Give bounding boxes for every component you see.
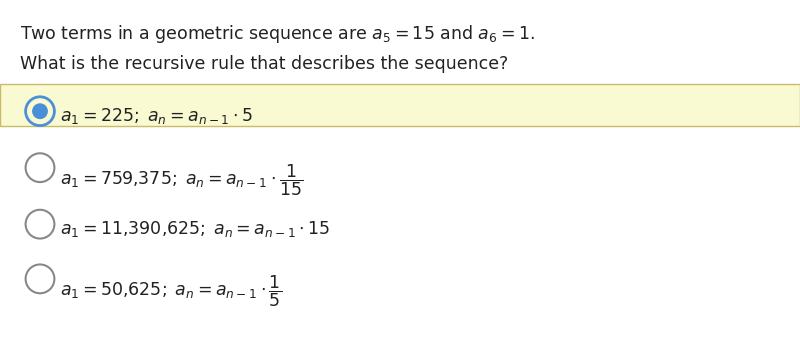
Text: $a_1 = 759{,}375;\; a_n = a_{n-1} \cdot \dfrac{1}{15}$: $a_1 = 759{,}375;\; a_n = a_{n-1} \cdot … (60, 162, 303, 198)
Text: Two terms in a geometric sequence are $a_5 = 15$ and $a_6 = 1$.: Two terms in a geometric sequence are $a… (20, 23, 534, 45)
Text: $a_1 = 11{,}390{,}625;\; a_n = a_{n-1} \cdot 15$: $a_1 = 11{,}390{,}625;\; a_n = a_{n-1} \… (60, 219, 330, 239)
Ellipse shape (32, 103, 48, 119)
FancyBboxPatch shape (0, 84, 800, 126)
Text: What is the recursive rule that describes the sequence?: What is the recursive rule that describe… (20, 55, 508, 73)
Text: $a_1 = 225;\; a_n = a_{n-1} \cdot 5$: $a_1 = 225;\; a_n = a_{n-1} \cdot 5$ (60, 106, 253, 126)
Text: $a_1 = 50{,}625;\; a_n = a_{n-1} \cdot \dfrac{1}{5}$: $a_1 = 50{,}625;\; a_n = a_{n-1} \cdot \… (60, 274, 282, 309)
